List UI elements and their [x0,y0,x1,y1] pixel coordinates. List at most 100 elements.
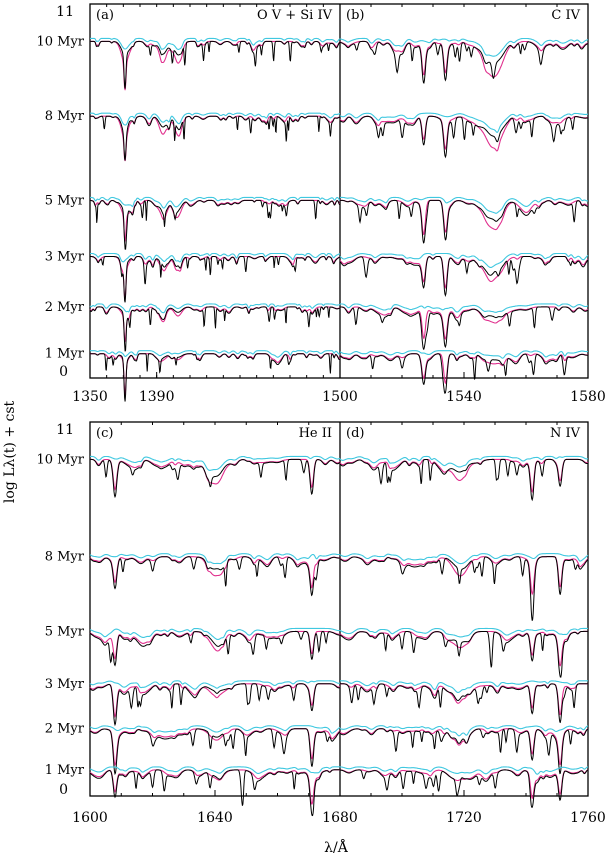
spectrum-smc-line [90,37,341,51]
spectrum-model-line [90,199,341,250]
spectrum-smc-line [340,680,588,693]
spectrum-model-line [89,630,340,667]
spectrum-smc-line [90,196,340,209]
age-label: 3 Myr [45,249,85,264]
spectrum-smc-line [89,553,341,565]
spectrum-smc-line [339,455,589,468]
spectrum-model-line [339,115,589,159]
spectrum-model-line [339,40,589,84]
age-label: 1 Myr [45,347,85,362]
spectrum-smc-line [339,350,588,359]
spectrum-lmc-line [339,458,589,493]
spectrum-smc-line [90,112,341,126]
spectrum-model-line [89,728,341,776]
x-tick-label: 1350 [72,389,108,405]
spectrum-model-line [339,256,589,297]
spectrum-model-line [89,769,340,817]
spectrum-model-line [89,306,341,352]
x-tick-label: 1720 [446,810,482,826]
age-label: 3 Myr [45,677,85,692]
spectrum-smc-line [89,680,341,690]
panel-title: C IV [551,8,580,23]
age-label: 5 Myr [45,624,85,639]
spectrum-smc-line [340,766,589,775]
age-label: 8 Myr [45,550,85,565]
spectrum-lmc-line [89,630,341,660]
y-axis-label: log Lλ(t) + cst [2,400,18,503]
panel-label: (d) [346,426,364,441]
spectrum-lmc-line [90,40,341,91]
spectrum-smc-line [340,303,589,313]
age-label: 10 Myr [36,452,84,467]
spectrum-model-line [90,115,341,161]
spectrum-smc-line [89,303,341,314]
spectrum-model-line [339,353,589,395]
spectrum-lmc-line [89,683,341,718]
panel-frame-row-1 [89,3,589,379]
spectrum-model-line [89,683,341,727]
spectrum-smc-line [339,37,589,57]
spectrum-lmc-line [89,728,341,767]
spectrum-smc-line [339,553,589,565]
spectrum-lmc-line [340,199,589,236]
spectrum-model-line [339,728,589,775]
spectrum-lmc-line [339,728,589,766]
x-tick-label: 1540 [446,389,482,405]
spectrum-model-line [339,556,589,621]
spectrum-model-line [90,353,341,402]
panel-title: He II [299,426,332,441]
spectrum-lmc-line [339,40,589,78]
panel-title: O V + Si IV [257,8,333,23]
y-bottom-label: 0 [59,364,68,380]
curve-layer [89,37,589,817]
spectrum-lmc-line [339,769,589,800]
spectrum-model-line [90,255,341,303]
spectrum-model-line [340,683,588,724]
panel-title: N IV [550,426,581,441]
age-label: 5 Myr [45,193,85,208]
age-label: 10 Myr [36,34,84,49]
spectrum-model-line [89,556,341,597]
spectrum-smc-line [339,725,589,737]
x-tick-label: 1580 [570,389,606,405]
spectrum-smc-line [89,766,340,774]
spectrum-lmc-line [90,458,341,491]
panel-label: (c) [96,426,113,441]
x-tick-label: 1390 [139,389,175,405]
spectrum-lmc-line [339,115,589,152]
y-top-label: 11 [56,422,74,438]
text-layer: 11 0 10 Myr 8 Myr 5 Myr 3 Myr 2 Myr 1 Myr (a) O V… [36,4,605,826]
y-top-label: 11 [56,4,74,20]
x-tick-label: 1640 [197,810,233,826]
spectrum-smc-line [90,455,341,471]
x-tick-label: 1680 [322,810,358,826]
age-label: 8 Myr [45,109,85,124]
spectrum-lmc-line [89,556,341,589]
x-axis-label: λ/Å [324,838,349,856]
spectrum-smc-line [90,252,341,263]
spectrum-smc-line [340,196,588,214]
age-label: 2 Myr [45,300,85,315]
spectrum-smc-line [339,252,589,268]
spectrum-smc-line [339,112,588,133]
spectrum-model-line [90,458,341,499]
spectrum-model-line [340,199,589,244]
panel-label: (b) [346,8,364,23]
age-label: 2 Myr [45,722,85,737]
spectrum-model-line [339,458,589,502]
x-tick-label: 1600 [72,810,108,826]
panel-frame-row-2 [89,421,589,797]
spectrum-smc-line [90,350,341,358]
spectrum-smc-line [89,725,341,734]
spectrum-lmc-line [339,353,589,385]
age-label: 1 Myr [45,763,85,778]
x-tick-label: 1500 [322,389,358,405]
x-tick-label: 1760 [570,810,606,826]
spectrum-model-line [340,769,589,808]
spectrum-model-line [90,40,341,89]
spectrum-smc-line [339,627,588,638]
spectrum-model-line [339,630,588,678]
y-bottom-label: 0 [59,782,68,798]
spectrum-model-line [339,306,589,350]
